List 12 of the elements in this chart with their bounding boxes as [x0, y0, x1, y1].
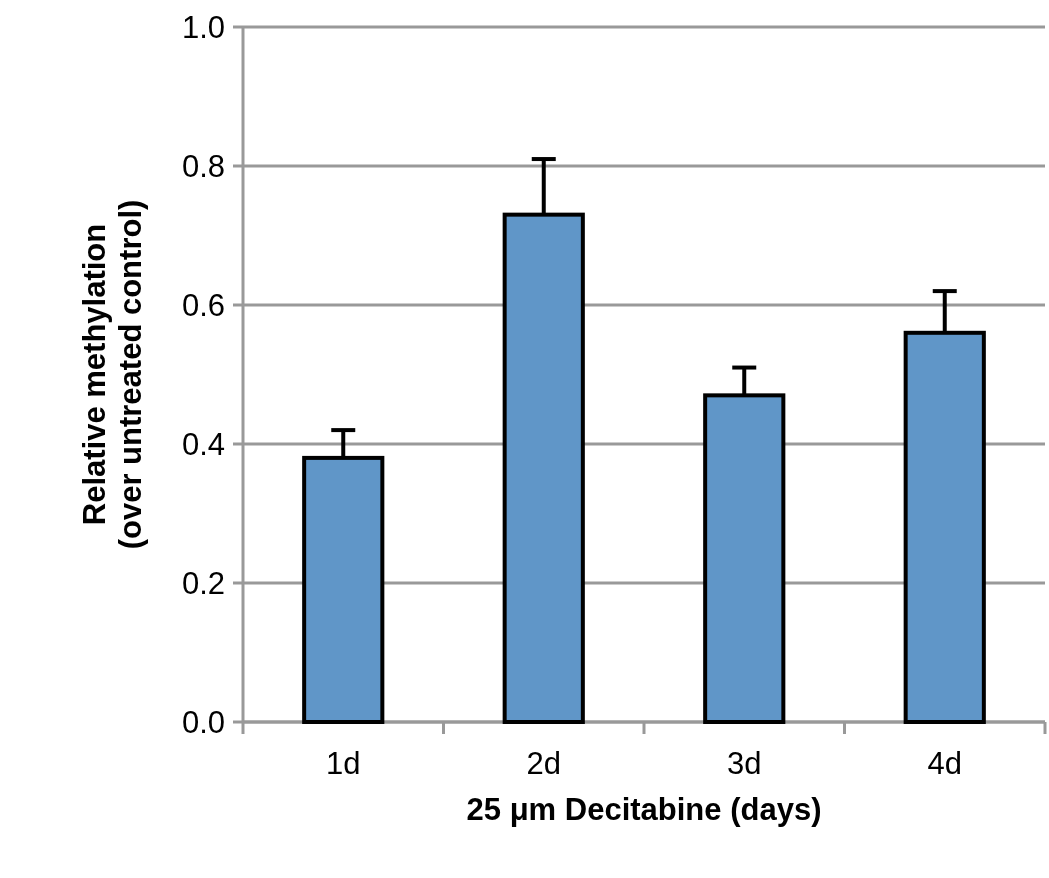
x-tick-label: 3d [727, 746, 762, 781]
y-tick-label: 0.0 [181, 704, 225, 740]
y-axis-title: Relative methylation (over untreated control) [77, 199, 148, 550]
x-axis-title: 25 μm Decitabine (days) [466, 792, 822, 827]
y-tick-label: 0.2 [181, 565, 225, 601]
x-tick-label: 4d [927, 746, 962, 781]
x-tick-label: 1d [326, 746, 361, 781]
y-tick-label: 0.4 [181, 426, 225, 462]
y-tick-label: 0.8 [181, 148, 225, 184]
y-tick-label: 1.0 [181, 9, 225, 45]
y-tick-label: 0.6 [181, 287, 225, 323]
x-tick-label: 2d [526, 746, 561, 781]
